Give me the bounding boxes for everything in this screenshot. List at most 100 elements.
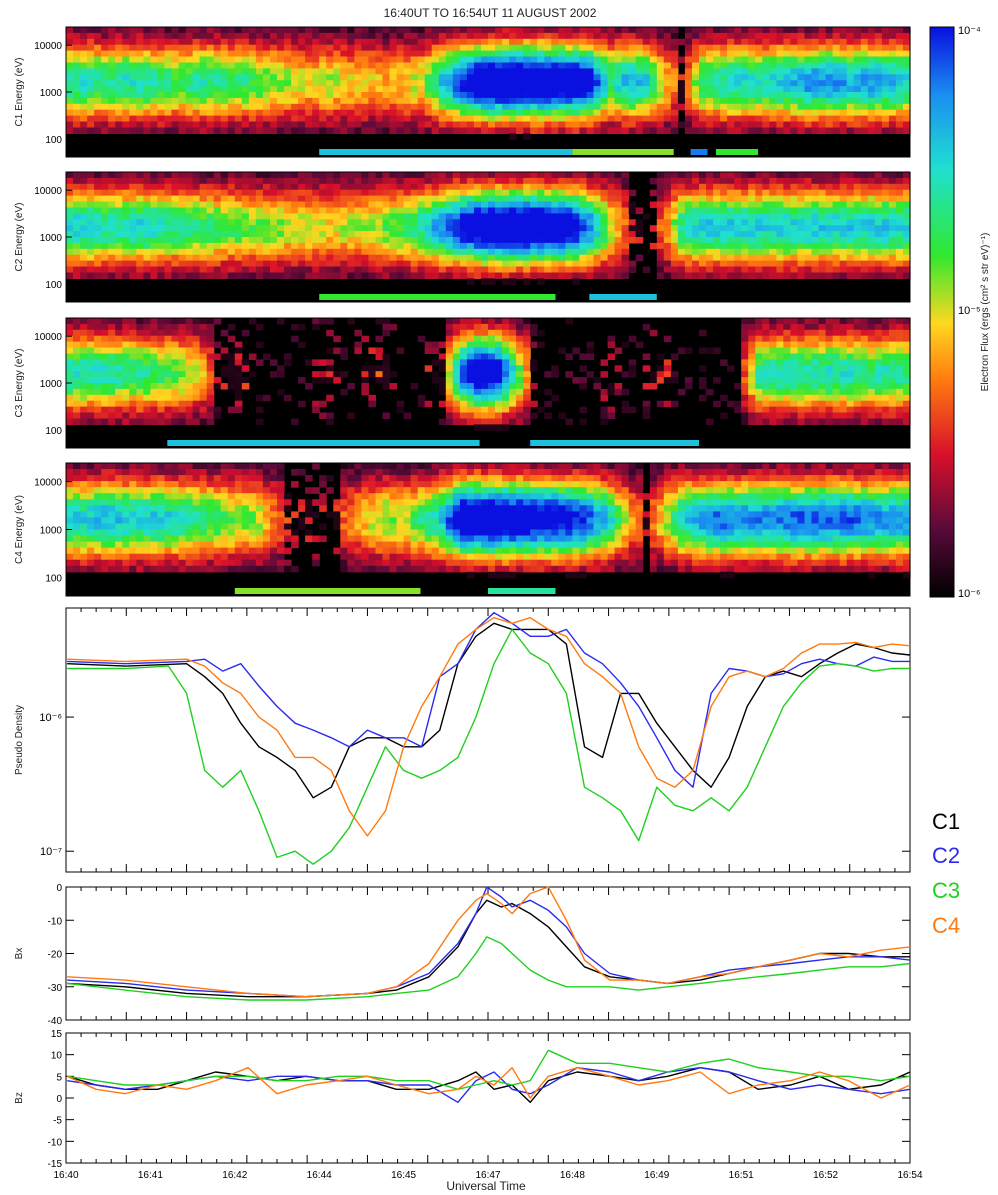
spectrogram-cell xyxy=(769,261,777,268)
spectrogram-cell xyxy=(439,86,447,93)
spectrogram-cell xyxy=(488,128,496,135)
spectrogram-cell xyxy=(446,330,454,337)
spectrogram-cell xyxy=(488,395,496,402)
spectrogram-cell xyxy=(657,243,665,250)
spectrogram-cell xyxy=(73,413,81,420)
spectrogram-cell xyxy=(101,324,109,331)
spectrogram-cell xyxy=(256,255,264,262)
spectrogram-cell xyxy=(474,407,482,414)
spectrogram-cell xyxy=(875,208,883,215)
spectrogram-cell xyxy=(453,104,461,111)
spectrogram-cell xyxy=(798,219,806,226)
spectrogram-cell xyxy=(502,249,510,256)
spectrogram-cell xyxy=(376,80,384,87)
spectrogram-cell xyxy=(333,68,341,75)
spectrogram-cell xyxy=(636,122,644,129)
spectrogram-cell xyxy=(453,190,461,197)
spectrogram-cell xyxy=(481,213,489,220)
spectrogram-cell xyxy=(572,202,580,209)
spectrogram-cell xyxy=(629,261,637,268)
spectrogram-cell xyxy=(411,261,419,268)
spectrogram-cell xyxy=(256,249,264,256)
spectrogram-cell xyxy=(615,196,623,203)
spectrogram-cell xyxy=(411,86,419,93)
spectrogram-cell xyxy=(383,237,391,244)
spectrogram-cell xyxy=(333,104,341,111)
spectrogram-cell xyxy=(727,231,735,238)
spectrogram-cell xyxy=(502,342,510,349)
spectrogram-cell xyxy=(368,371,376,378)
spectrogram-cell xyxy=(390,122,398,129)
spectrogram-cell xyxy=(502,202,510,209)
spectrogram-cell xyxy=(579,208,587,215)
spectrogram-cell xyxy=(228,231,236,238)
spectrogram-cell xyxy=(397,401,405,408)
spectrogram-cell xyxy=(727,267,735,274)
spectrogram-cell xyxy=(467,213,475,220)
spectrogram-cell xyxy=(467,371,475,378)
spectrogram-cell xyxy=(235,243,243,250)
spectrogram-cell xyxy=(242,110,250,117)
spectrogram-cell xyxy=(115,413,123,420)
spectrogram-cell xyxy=(411,213,419,220)
spectrogram-cell xyxy=(840,92,848,99)
spectrogram-cell xyxy=(122,178,130,185)
spectrogram-cell xyxy=(270,51,278,58)
spectrogram-cell xyxy=(172,27,180,34)
spectrogram-cell xyxy=(826,255,834,262)
spectrogram-cell xyxy=(551,27,559,34)
spectrogram-cell xyxy=(495,413,503,420)
spectrogram-cell xyxy=(284,98,292,105)
spectrogram-cell xyxy=(706,172,714,179)
spectrogram-cell xyxy=(157,27,165,34)
spectrogram-cell xyxy=(186,249,194,256)
spectrogram-cell xyxy=(474,401,482,408)
spectrogram-cell xyxy=(587,80,595,87)
spectrogram-cell xyxy=(720,39,728,46)
spectrogram-cell xyxy=(404,249,412,256)
spectrogram-cell xyxy=(122,39,130,46)
spectrogram-cell xyxy=(214,128,222,135)
spectrogram-cell xyxy=(854,39,862,46)
spectrogram-cell xyxy=(734,63,742,70)
spectrogram-cell xyxy=(383,202,391,209)
spectrogram-cell xyxy=(805,231,813,238)
spectrogram-cell xyxy=(150,68,158,75)
spectrogram-cell xyxy=(615,273,623,280)
spectrogram-cell xyxy=(453,377,461,384)
spectrogram-cell xyxy=(748,80,756,87)
spectrogram-cell xyxy=(439,219,447,226)
spectrogram-cell xyxy=(66,110,74,117)
spectrogram-cell xyxy=(678,237,686,244)
spectrogram-cell xyxy=(73,39,81,46)
spectrogram-cell xyxy=(601,63,609,70)
spectrogram-cell xyxy=(798,273,806,280)
spectrogram-cell xyxy=(896,184,904,191)
spectrogram-cell xyxy=(200,231,208,238)
spectrogram-cell xyxy=(326,255,334,262)
spectrogram-cell xyxy=(214,208,222,215)
spectrogram-cell xyxy=(368,63,376,70)
spectrogram-cell xyxy=(826,110,834,117)
spectrogram-cell xyxy=(523,80,531,87)
spectrogram-cell xyxy=(460,68,468,75)
spectrogram-cell xyxy=(446,190,454,197)
spectrogram-cell xyxy=(115,359,123,366)
spectrogram-cell xyxy=(376,128,384,135)
spectrogram-cell xyxy=(727,273,735,280)
spectrogram-cell xyxy=(235,39,243,46)
spectrogram-cell xyxy=(840,267,848,274)
spectrogram-cell xyxy=(474,419,482,426)
spectrogram-cell xyxy=(221,365,229,372)
spectrogram-cell xyxy=(115,419,123,426)
spectrogram-cell xyxy=(439,128,447,135)
spectrogram-cell xyxy=(699,51,707,58)
spectrogram-cell xyxy=(488,318,496,325)
spectrogram-cell xyxy=(551,80,559,87)
spectrogram-cell xyxy=(699,178,707,185)
spectrogram-cell xyxy=(179,401,187,408)
spectrogram-cell xyxy=(129,208,137,215)
spectrogram-cell xyxy=(572,249,580,256)
spectrogram-cell xyxy=(734,273,742,280)
spectrogram-cell xyxy=(502,237,510,244)
